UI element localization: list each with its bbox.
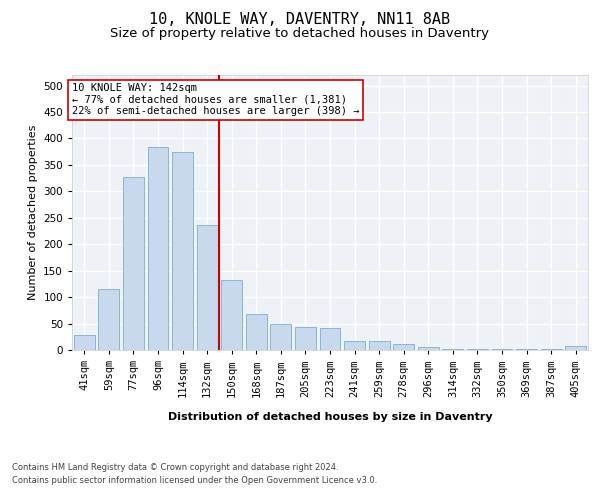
- Bar: [197, 225, 218, 350]
- Bar: [295, 326, 316, 350]
- Text: Contains public sector information licensed under the Open Government Licence v3: Contains public sector information licen…: [12, 476, 377, 485]
- Bar: [418, 348, 439, 350]
- Y-axis label: Number of detached properties: Number of detached properties: [28, 125, 38, 300]
- Bar: [246, 314, 267, 350]
- Text: Size of property relative to detached houses in Daventry: Size of property relative to detached ho…: [110, 28, 490, 40]
- Bar: [368, 341, 389, 350]
- Text: Contains HM Land Registry data © Crown copyright and database right 2024.: Contains HM Land Registry data © Crown c…: [12, 462, 338, 471]
- Bar: [148, 148, 169, 350]
- Bar: [74, 335, 95, 350]
- Text: 10, KNOLE WAY, DAVENTRY, NN11 8AB: 10, KNOLE WAY, DAVENTRY, NN11 8AB: [149, 12, 451, 28]
- Bar: [221, 280, 242, 350]
- Bar: [271, 324, 292, 350]
- Text: Distribution of detached houses by size in Daventry: Distribution of detached houses by size …: [167, 412, 493, 422]
- Text: 10 KNOLE WAY: 142sqm
← 77% of detached houses are smaller (1,381)
22% of semi-de: 10 KNOLE WAY: 142sqm ← 77% of detached h…: [72, 83, 359, 116]
- Bar: [320, 328, 340, 350]
- Bar: [98, 288, 119, 350]
- Bar: [565, 346, 586, 350]
- Bar: [172, 152, 193, 350]
- Bar: [123, 176, 144, 350]
- Bar: [393, 344, 414, 350]
- Bar: [442, 349, 463, 350]
- Bar: [344, 341, 365, 350]
